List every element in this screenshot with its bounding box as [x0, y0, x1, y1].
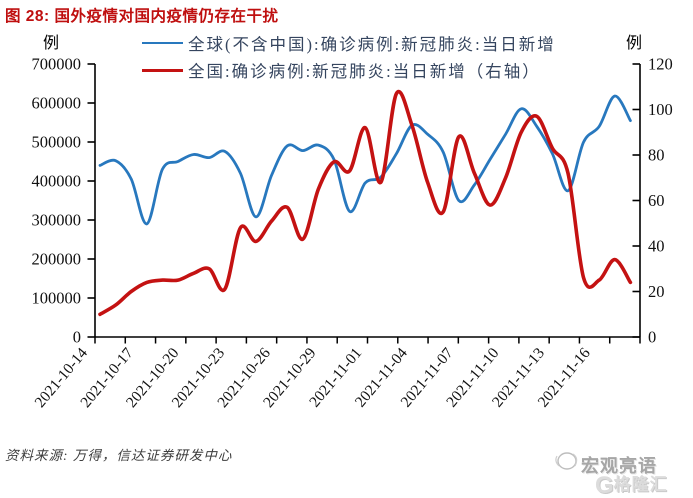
right-axis-unit-label: 例	[626, 35, 643, 52]
legend-item-global: 全球(不含中国):确诊病例:新冠肺炎:当日新增	[142, 31, 556, 55]
legend-item-china: 全国:确诊病例:新冠肺炎:当日新增（右轴）	[142, 58, 541, 82]
source-note: 资料来源: 万得，信达证券研发中心	[5, 448, 233, 463]
watermark-brand-text: 格隆汇	[613, 475, 668, 494]
legend-label-china: 全国:确诊病例:新冠肺炎:当日新增（右轴）	[188, 62, 541, 81]
axes	[94, 64, 641, 338]
watermark: 宏观亮语 G格隆汇	[555, 446, 687, 498]
left-axis-unit-label: 例	[43, 35, 60, 52]
axis-tick-label: 200000	[32, 250, 82, 269]
axis-tick-label: 0	[73, 328, 81, 347]
watermark-brand-letter: G	[595, 472, 614, 498]
axis-tick-label: 400000	[32, 172, 82, 191]
axis-tick-label: 500000	[32, 133, 82, 152]
x-axis-labels: 2021-10-142021-10-172021-10-202021-10-23…	[32, 344, 594, 411]
watermark-logo-icon	[555, 452, 578, 470]
axis-tick-label: 100	[648, 100, 673, 119]
series-line-global	[98, 94, 632, 226]
watermark-brand: G格隆汇	[595, 470, 668, 498]
axis-tick-label: 120	[648, 55, 673, 74]
left-axis-ticks: 0 100000 200000 300000 400000 500000 600000 700…	[32, 55, 95, 347]
legend-label-global: 全球(不含中国):确诊病例:新冠肺炎:当日新增	[188, 35, 556, 54]
axis-tick-label: 600000	[32, 94, 82, 113]
axis-tick-label: 40	[648, 237, 665, 256]
chart-title: 图 28: 国外疫情对国内疫情仍存在干扰	[5, 8, 279, 25]
legend-line-swatch-red-icon	[142, 68, 183, 72]
axis-tick-label: 100000	[32, 289, 82, 308]
series-line-china	[98, 89, 633, 317]
axis-tick-label: 0	[648, 328, 656, 347]
line-chart: 0 100000 200000 300000 400000 500000 600000 700…	[32, 55, 673, 411]
axis-tick-label: 80	[648, 146, 665, 165]
axis-tick-label: 20	[648, 282, 665, 301]
axis-tick-label: 300000	[32, 211, 82, 230]
legend-line-swatch-blue-icon	[142, 42, 183, 44]
axis-tick-label: 60	[648, 191, 665, 210]
x-axis-ticks	[94, 337, 641, 344]
right-axis-ticks: 0 20 40 60 80 100 120	[632, 55, 673, 347]
watermark-name: 宏观亮语	[581, 456, 657, 476]
axis-tick-label: 700000	[32, 55, 82, 74]
